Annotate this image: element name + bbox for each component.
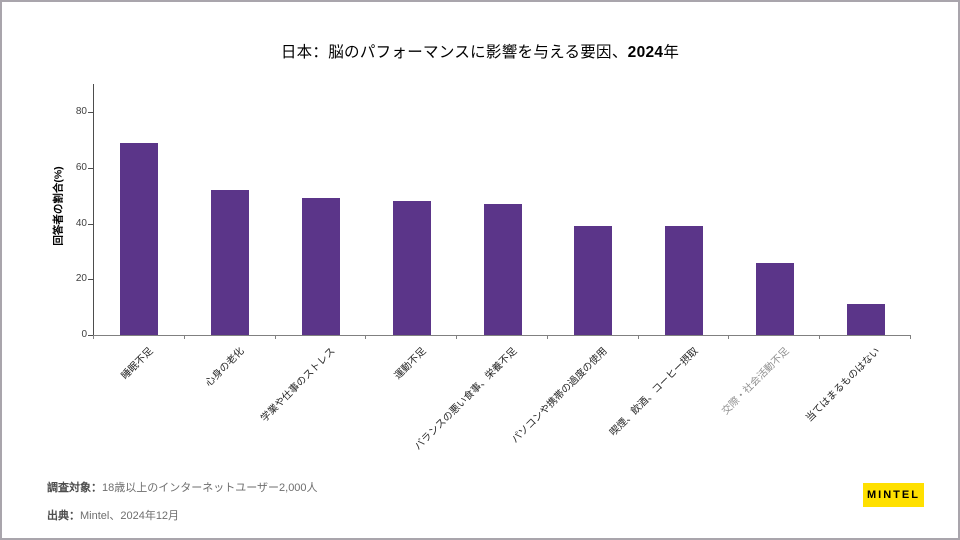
y-tick-mark: [88, 223, 93, 225]
bar: [755, 263, 794, 335]
chart-title-text: 日本：脳のパフォーマンスに影響を与える要因、: [280, 44, 628, 61]
x-tick-mark: [365, 335, 367, 339]
base-note-text: 18歳以上のインターネットユーザー2,000人: [102, 482, 318, 494]
x-axis-category-label: 睡眠不足: [119, 345, 156, 382]
x-axis-category-label: バランスの悪い食事、栄養不足: [412, 345, 520, 453]
x-axis-category-label: パソコンや携帯の過度の使用: [510, 345, 610, 446]
x-axis-category-label: 学業や仕事のストレス: [259, 345, 338, 425]
y-tick-mark: [88, 112, 93, 113]
mintel-logo: MINTEL: [863, 483, 924, 507]
x-tick-mark: [728, 335, 730, 339]
x-tick-mark: [637, 335, 639, 339]
chart-title-year: 2024: [627, 44, 664, 61]
y-tick-mark: [88, 167, 93, 169]
base-note-label: 調査対象：: [47, 482, 102, 494]
source-note: 出典：Mintel、2024年12月: [47, 507, 179, 523]
x-axis-category-label: 喫煙、飲酒、コーヒー摂取: [608, 345, 701, 439]
bar: [574, 226, 613, 335]
y-tick-label: 0: [81, 329, 87, 340]
bar: [120, 143, 159, 335]
bar: [211, 190, 250, 335]
y-axis-label: 回答者の割合(%): [52, 166, 65, 246]
bar: [301, 198, 340, 335]
chart-title-year-suffix: 年: [663, 44, 680, 61]
bar: [846, 304, 885, 335]
y-tick-label: 20: [75, 273, 87, 285]
x-tick-mark: [819, 335, 821, 339]
bar: [392, 201, 431, 335]
chart-title: 日本：脳のパフォーマンスに影響を与える要因、2024年: [2, 40, 958, 62]
x-tick-mark: [456, 335, 458, 339]
y-tick-mark: [88, 279, 93, 281]
x-axis-category-label: 運動不足: [392, 345, 429, 382]
x-tick-mark: [183, 335, 185, 339]
x-tick-mark: [274, 335, 276, 339]
x-axis-category-label: 交際・社会活動不足: [720, 345, 792, 418]
x-axis-category-label: 心身の老化: [203, 345, 247, 389]
source-note-text: Mintel、2024年12月: [80, 510, 180, 522]
base-note: 調査対象：18歳以上のインターネットユーザー2,000人: [47, 479, 318, 495]
plot-area: [93, 84, 911, 336]
source-note-label: 出典：: [47, 510, 80, 522]
y-tick-label: 80: [75, 106, 87, 117]
bar: [483, 204, 522, 335]
x-tick-mark: [93, 335, 94, 339]
x-tick-mark: [910, 335, 911, 339]
x-axis-category-label: 当てはまるものはない: [803, 345, 883, 425]
y-tick-label: 40: [75, 217, 87, 229]
y-tick-mark: [88, 335, 93, 336]
y-tick-label: 60: [75, 161, 87, 173]
bar: [665, 226, 704, 335]
x-tick-mark: [546, 335, 548, 339]
